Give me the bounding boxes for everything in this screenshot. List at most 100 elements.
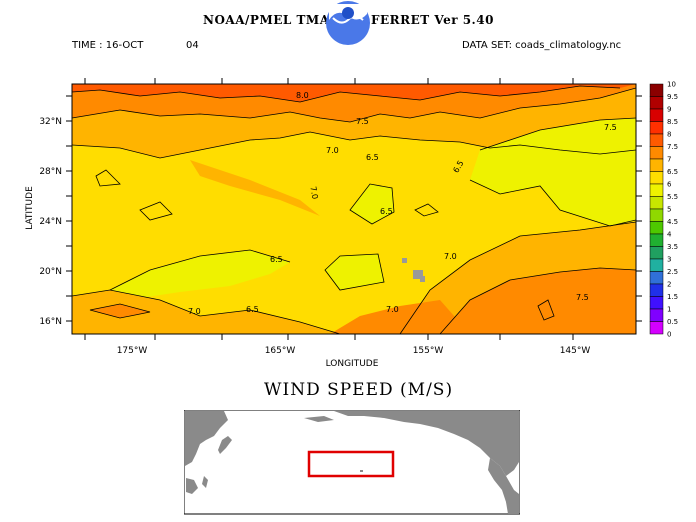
band-7-southwest (72, 290, 340, 334)
tongue-7 (190, 160, 340, 232)
x-tick-labels: 175°W 165°W 155°W 145°W (117, 346, 591, 356)
contour-label: 7.0 (188, 307, 201, 316)
noaa-logo-icon (325, 0, 371, 46)
colorbar-cell (649, 133, 664, 147)
colorbar-label: 8.5 (667, 118, 678, 126)
colorbar-cell (649, 158, 664, 172)
contour-label: 6.5 (246, 305, 259, 314)
colorbar-cell (649, 321, 664, 335)
colorbar-label: 9.5 (667, 93, 678, 101)
wind-speed-chart: 8.0 7.5 7.0 6.5 7.0 6.5 7.0 6.5 6.5 7.0 … (25, 78, 678, 369)
colorbar-cell (649, 171, 664, 185)
colorbar-cell (649, 121, 664, 135)
region-box (307, 450, 395, 478)
plot-frame (71, 83, 637, 335)
japan-island (218, 436, 232, 454)
y-tick-labels: 32°N 28°N 24°N 20°N 16°N (39, 117, 62, 327)
header-right: FERRET Ver 5.40 (371, 13, 494, 27)
y-tick-label: 28°N (39, 167, 62, 177)
contour-label: 7.5 (576, 293, 589, 302)
colorbar-label: 1.5 (667, 293, 678, 301)
colorbar-cell (649, 233, 664, 247)
x-tick-label: 155°W (413, 346, 444, 356)
colorbar-cell (649, 283, 664, 297)
x-tick-label: 145°W (560, 346, 591, 356)
chart-title: WIND SPEED (M/S) (264, 380, 454, 400)
colorbar-label: 7 (667, 156, 671, 164)
contour-label: 7.0 (444, 252, 457, 261)
x-axis (84, 78, 574, 340)
contour-label: 7.0 (308, 186, 319, 200)
colorbar-cell (649, 221, 664, 235)
y-tick-label: 24°N (39, 217, 62, 227)
colorbar-cell (649, 246, 664, 260)
contour-label: 6.5 (366, 153, 379, 162)
contour-label-group: 8.0 7.5 7.0 6.5 7.0 6.5 7.0 6.5 6.5 7.0 … (188, 91, 617, 316)
y-tick-label: 16°N (39, 317, 62, 327)
colorbar-cell (649, 108, 664, 122)
north-america-coast (488, 458, 519, 514)
contour-label: 7.5 (356, 117, 369, 126)
patch-65-east (470, 118, 636, 226)
contour-label: 7.0 (386, 305, 399, 314)
x-tick-label: 165°W (265, 346, 296, 356)
contour-label: 7.0 (326, 146, 339, 155)
patch-65-center (350, 184, 394, 224)
colorbar-label: 3.5 (667, 243, 678, 251)
colorbar-cell (649, 308, 664, 322)
x-axis-label: LONGITUDE (326, 359, 379, 369)
colorbar (649, 83, 664, 335)
colorbar-label: 2.5 (667, 268, 678, 276)
dataset-label: DATA SET: coads_climatology.nc (462, 40, 622, 51)
colorbar-cell (649, 271, 664, 285)
colorbar-cell (649, 296, 664, 310)
colorbar-label: 4.5 (667, 218, 678, 226)
colorbar-label: 1 (667, 306, 671, 314)
colorbar-cell (649, 146, 664, 160)
header-left: NOAA/PMEL TMAP (203, 13, 340, 27)
colorbar-cell (649, 196, 664, 210)
colorbar-cell (649, 208, 664, 222)
colorbar-label: 7.5 (667, 143, 678, 151)
contour-label: 6.5 (380, 207, 393, 216)
time-label: TIME : 16-OCT (72, 40, 144, 51)
colorbar-label: 8 (667, 131, 671, 139)
philippines-island (202, 476, 208, 488)
se-asia-islands (186, 478, 198, 494)
colorbar-cell (649, 183, 664, 197)
contour-label: 7.5 (604, 123, 617, 132)
band-75-south (440, 268, 636, 334)
colorbar-label: 0.5 (667, 318, 678, 326)
y-axis-label: LATITUDE (25, 186, 35, 230)
missing-data-cell (413, 270, 423, 279)
colorbar-label: 6.5 (667, 168, 678, 176)
missing-data-cell (420, 276, 425, 282)
colorbar-label: 9 (667, 106, 671, 114)
x-tick-label: 175°W (117, 346, 148, 356)
colorbar-label: 5 (667, 206, 671, 214)
contour-label: 8.0 (296, 91, 309, 100)
y-tick-label: 20°N (39, 267, 62, 277)
colorbar-label: 6 (667, 181, 672, 189)
pacific-locator-map (184, 410, 520, 515)
missing-data-cell (402, 258, 407, 263)
hawaii-dot (360, 470, 363, 472)
band-75-southwest (90, 304, 150, 318)
colorbar-label: 5.5 (667, 193, 678, 201)
contour-lines (71, 85, 637, 335)
contour-label: 6.5 (270, 255, 283, 264)
time-year: 04 (186, 40, 199, 51)
central-america (506, 502, 519, 514)
asia-landmass (185, 411, 228, 466)
colorbar-cell (649, 96, 664, 110)
y-tick-label: 32°N (39, 117, 62, 127)
colorbar-label: 2 (667, 281, 671, 289)
colorbar-labels: 10 9.5 9 8.5 8 7.5 7 6.5 6 5.5 5 4.5 4 3.5 3 2.5 2 1.5 1 0.… (667, 81, 678, 339)
patch-65-southwest (110, 250, 290, 298)
colorbar-cell (649, 258, 664, 272)
colorbar-cell (649, 83, 664, 97)
aleutian-islands (304, 416, 334, 422)
colorbar-label: 3 (667, 256, 671, 264)
colorbar-label: 0 (667, 331, 671, 339)
colorbar-label: 10 (667, 81, 676, 89)
